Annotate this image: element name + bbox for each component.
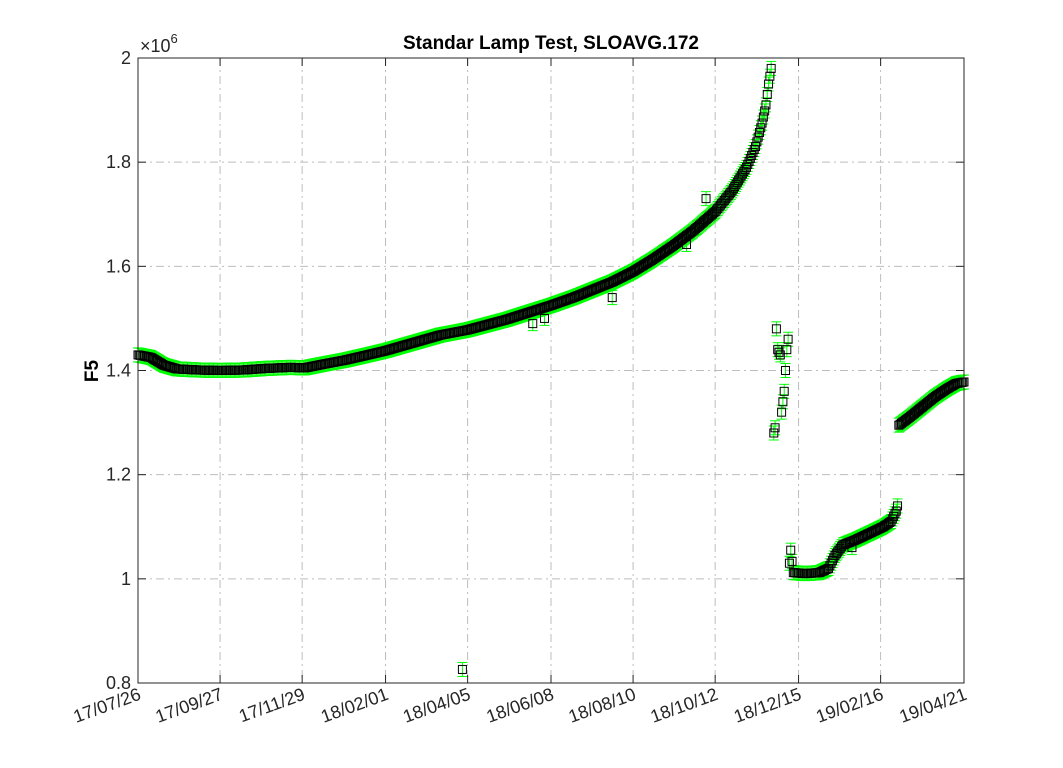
x-tick-label: 19/02/16 — [813, 684, 886, 727]
data-point — [766, 63, 776, 73]
y-axis-exponent-base: ×10 — [140, 36, 171, 56]
data-point — [773, 345, 783, 355]
y-tick-label: 1.2 — [106, 465, 131, 485]
data-point — [762, 89, 772, 99]
data-point — [753, 132, 763, 142]
data-point — [754, 127, 764, 137]
y-tick-label: 1.6 — [106, 256, 131, 276]
y-axis-exponent: ×106 — [140, 31, 178, 56]
data-point — [777, 407, 787, 417]
data-point — [681, 239, 691, 249]
y-axis-exponent-power: 6 — [171, 31, 178, 46]
data-point — [893, 501, 903, 511]
data-point — [782, 345, 792, 355]
x-tick-label: 17/11/29 — [236, 684, 307, 726]
data-point — [769, 428, 779, 438]
x-tick-label: 18/10/12 — [648, 684, 721, 727]
data-point — [751, 142, 761, 152]
data-point — [607, 293, 617, 303]
x-tick-label: 18/04/05 — [400, 684, 473, 727]
data-point — [761, 100, 771, 110]
data-point — [847, 543, 857, 553]
data-point — [891, 506, 901, 516]
data-point — [457, 664, 467, 674]
data-point — [783, 334, 793, 344]
data-point — [756, 123, 766, 133]
data-point — [752, 137, 762, 147]
y-axis-label: F5 — [82, 359, 103, 382]
x-tick-label: 18/06/08 — [484, 684, 557, 727]
data-points — [133, 60, 969, 677]
data-point — [528, 319, 538, 329]
data-point — [781, 366, 791, 375]
data-point — [770, 423, 780, 433]
x-tick-label: 18/08/10 — [566, 684, 639, 727]
data-point — [701, 194, 711, 204]
data-point — [744, 156, 754, 166]
axes-box — [137, 57, 965, 684]
data-point — [771, 324, 781, 334]
x-tick-label: 18/12/15 — [731, 684, 804, 727]
data-point — [889, 511, 899, 521]
x-tick-label: 19/04/21 — [897, 684, 970, 727]
data-point — [778, 397, 788, 407]
data-point — [745, 153, 755, 163]
data-point — [779, 386, 789, 396]
y-tick-label: 1.8 — [106, 152, 131, 172]
data-point — [787, 556, 797, 566]
y-tick-label: 0.8 — [106, 673, 131, 693]
y-tick-label: 2 — [121, 48, 131, 68]
x-tick-label: 17/09/27 — [153, 684, 226, 727]
data-point — [760, 106, 770, 116]
data-point — [757, 118, 767, 128]
y-tick-label: 1 — [121, 569, 131, 589]
y-tick-label: 1.4 — [106, 361, 131, 381]
x-tick-label: 18/02/01 — [318, 684, 391, 727]
data-point — [747, 150, 757, 160]
data-point — [786, 545, 796, 555]
data-point — [539, 313, 549, 323]
data-point — [743, 159, 753, 169]
data-point — [748, 147, 758, 157]
chart-title: Standar Lamp Test, SLOAVG.172 — [403, 33, 699, 54]
data-point — [758, 112, 768, 122]
data-point — [741, 162, 751, 172]
data-point — [775, 350, 785, 360]
data-point — [784, 558, 794, 568]
